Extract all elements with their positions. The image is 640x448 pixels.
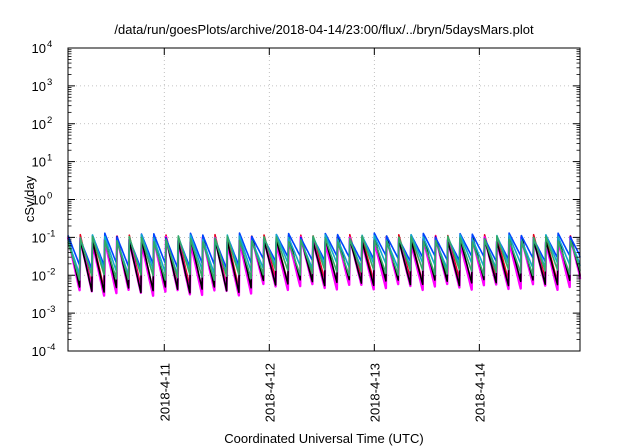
x-axis-label: Coordinated Universal Time (UTC) xyxy=(224,431,423,446)
y-axis-label: cSv/day xyxy=(22,175,37,222)
y-tick-label: 10 xyxy=(32,41,46,56)
x-tick-label: 2018-4-14 xyxy=(472,363,487,422)
y-tick-exponent: 3 xyxy=(47,77,52,88)
series-line xyxy=(67,235,581,281)
y-tick-exponent: -2 xyxy=(47,266,55,277)
y-tick-exponent: -3 xyxy=(47,304,55,315)
y-tick-label: 10 xyxy=(32,268,46,283)
y-tick-exponent: 1 xyxy=(47,153,52,164)
y-tick-exponent: 2 xyxy=(47,115,52,126)
x-tick-label: 2018-4-12 xyxy=(262,363,277,422)
y-tick-exponent: 4 xyxy=(47,39,52,50)
y-tick-exponent: 0 xyxy=(47,191,52,202)
y-tick-label: 10 xyxy=(32,79,46,94)
y-tick-label: 10 xyxy=(32,306,46,321)
y-tick-exponent: -4 xyxy=(47,342,55,353)
y-tick-label: 10 xyxy=(32,230,46,245)
x-axis: 2018-4-11 2018-4-12 2018-4-13 2018-4-14 xyxy=(157,48,487,422)
x-tick-label: 2018-4-13 xyxy=(367,363,382,422)
y-tick-label: 10 xyxy=(32,193,46,208)
x-tick-label: 2018-4-11 xyxy=(157,363,172,421)
y-tick-exponent: -1 xyxy=(47,228,55,239)
chart-title: /data/run/goesPlots/archive/2018-04-14/2… xyxy=(114,22,534,37)
grid xyxy=(68,48,580,351)
y-tick-label: 10 xyxy=(32,155,46,170)
y-tick-label: 10 xyxy=(32,117,46,132)
y-tick-label: 10 xyxy=(32,344,46,359)
series-group xyxy=(66,232,582,297)
